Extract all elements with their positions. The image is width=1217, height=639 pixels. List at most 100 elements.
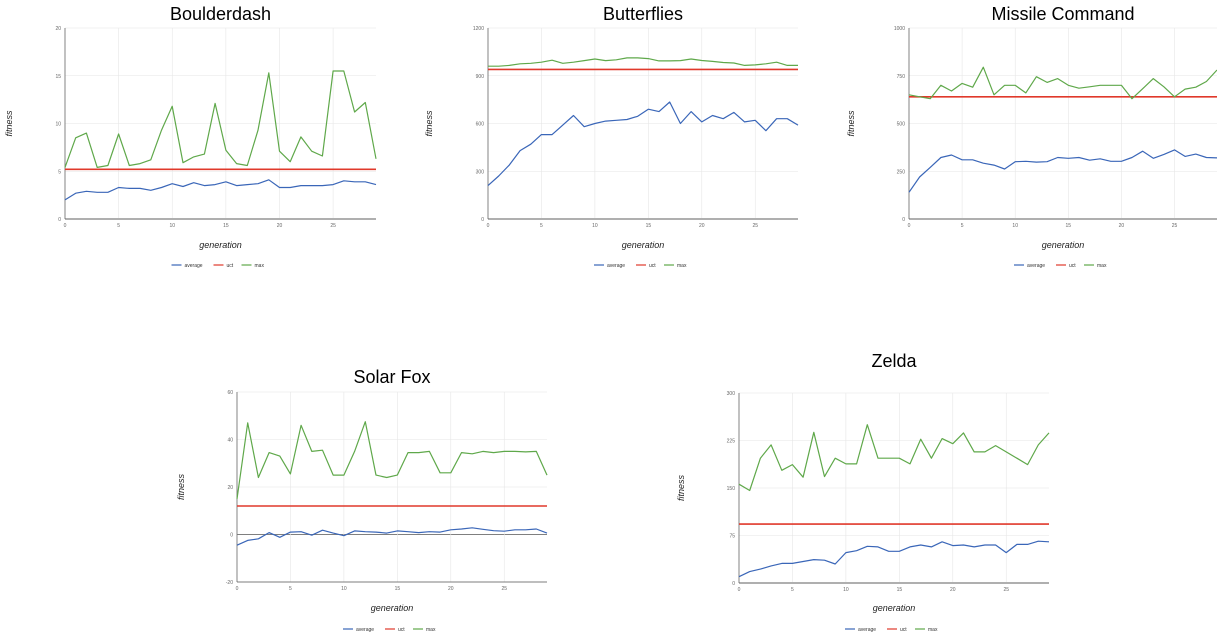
x-tick-label: 10 bbox=[169, 223, 175, 229]
series-line-average bbox=[64, 179, 377, 201]
line-chart-missile-command: Missile Command 0 250 500 750 1000 0 5 10 15 20 25 g… bbox=[846, 4, 1217, 269]
x-tick-label: 10 bbox=[592, 223, 598, 229]
x-tick-label: 25 bbox=[752, 223, 758, 229]
x-tick-label: 5 bbox=[289, 586, 292, 592]
y-tick-label: 250 bbox=[897, 169, 906, 175]
y-axis-label: fitness bbox=[846, 110, 856, 137]
chart-panel-zelda: Zelda 0 75 150 225 300 0 5 10 15 20 25 generation fit… bbox=[672, 345, 1072, 639]
x-tick-label: 20 bbox=[950, 587, 956, 593]
y-axis-label: fitness bbox=[176, 473, 186, 500]
y-tick-label: 600 bbox=[476, 122, 485, 128]
x-tick-label: 20 bbox=[277, 223, 283, 229]
y-tick-label: 500 bbox=[897, 122, 906, 128]
series-line-average bbox=[236, 527, 548, 546]
y-tick-label: 225 bbox=[727, 439, 736, 445]
x-tick-label: 25 bbox=[1003, 587, 1009, 593]
y-tick-label: 5 bbox=[58, 169, 61, 175]
chart-panel-solar-fox: Solar Fox -20 0 20 40 60 0 5 10 15 20 25 generation f… bbox=[172, 362, 572, 639]
x-axis-label: generation bbox=[199, 240, 242, 250]
legend: average uct max bbox=[594, 263, 687, 269]
x-tick-label: 5 bbox=[540, 223, 543, 229]
y-tick-label: 75 bbox=[729, 534, 735, 540]
x-tick-label: 10 bbox=[1012, 223, 1018, 229]
legend: average uct max bbox=[343, 627, 436, 633]
y-tick-label: 0 bbox=[481, 217, 484, 223]
y-tick-label: 15 bbox=[55, 74, 61, 80]
legend-label-max: max bbox=[928, 627, 938, 633]
line-chart-zelda: Zelda 0 75 150 225 300 0 5 10 15 20 25 generation fit… bbox=[676, 351, 1050, 633]
y-tick-label: 900 bbox=[476, 74, 485, 80]
x-tick-label: 25 bbox=[501, 586, 507, 592]
y-tick-label: 750 bbox=[897, 74, 906, 80]
x-tick-label: 15 bbox=[223, 223, 229, 229]
y-tick-label: 20 bbox=[227, 485, 233, 491]
y-axis-label: fitness bbox=[424, 110, 434, 137]
legend-label-uct: uct bbox=[398, 627, 405, 633]
legend: average uct max bbox=[845, 627, 938, 633]
chart-panel-boulderdash: Boulderdash 0 5 10 15 20 0 5 10 15 20 25 generation f… bbox=[0, 0, 400, 275]
legend: average uct max bbox=[171, 263, 264, 269]
x-tick-label: 0 bbox=[908, 223, 911, 229]
y-tick-label: 1200 bbox=[473, 26, 484, 32]
legend-label-uct: uct bbox=[227, 263, 234, 269]
legend-label-average: average bbox=[356, 627, 374, 633]
y-tick-label: 40 bbox=[227, 438, 233, 444]
x-tick-label: 15 bbox=[646, 223, 652, 229]
legend-label-average: average bbox=[607, 263, 625, 269]
y-tick-label: -20 bbox=[226, 580, 233, 586]
x-tick-label: 0 bbox=[487, 223, 490, 229]
line-chart-boulderdash: Boulderdash 0 5 10 15 20 0 5 10 15 20 25 generation f… bbox=[4, 4, 377, 269]
x-tick-label: 10 bbox=[341, 586, 347, 592]
x-tick-label: 0 bbox=[64, 223, 67, 229]
x-tick-label: 25 bbox=[1172, 223, 1178, 229]
y-axis-label: fitness bbox=[4, 110, 14, 137]
y-tick-label: 0 bbox=[732, 581, 735, 587]
chart-title: Butterflies bbox=[603, 4, 683, 24]
legend-label-average: average bbox=[858, 627, 876, 633]
chart-panel-missile-command: Missile Command 0 250 500 750 1000 0 5 10 15 20 25 g… bbox=[842, 0, 1217, 275]
x-tick-label: 25 bbox=[330, 223, 336, 229]
x-tick-label: 0 bbox=[236, 586, 239, 592]
chart-panel-butterflies: Butterflies 0 300 600 900 1200 0 5 10 15 20 25 gener… bbox=[420, 0, 820, 275]
series-line-max bbox=[236, 421, 548, 499]
x-tick-label: 20 bbox=[699, 223, 705, 229]
x-tick-label: 15 bbox=[395, 586, 401, 592]
y-tick-label: 0 bbox=[58, 217, 61, 223]
chart-title: Boulderdash bbox=[170, 4, 271, 24]
y-tick-label: 300 bbox=[476, 169, 485, 175]
legend-label-average: average bbox=[185, 263, 203, 269]
series-line-max bbox=[64, 70, 377, 168]
legend-label-average: average bbox=[1027, 263, 1045, 269]
x-axis-label: generation bbox=[622, 240, 665, 250]
x-tick-label: 15 bbox=[897, 587, 903, 593]
chart-title: Missile Command bbox=[991, 4, 1134, 24]
series-line-max bbox=[738, 424, 1050, 492]
x-tick-label: 15 bbox=[1066, 223, 1072, 229]
series-line-max bbox=[908, 66, 1217, 100]
series-line-max bbox=[488, 57, 798, 67]
legend-label-uct: uct bbox=[1069, 263, 1076, 269]
x-axis-label: generation bbox=[371, 603, 414, 613]
chart-title: Zelda bbox=[871, 351, 917, 371]
legend-label-max: max bbox=[677, 263, 687, 269]
y-tick-label: 150 bbox=[727, 486, 736, 492]
x-tick-label: 20 bbox=[448, 586, 454, 592]
x-axis-label: generation bbox=[1042, 240, 1085, 250]
legend-label-max: max bbox=[1097, 263, 1107, 269]
y-tick-label: 300 bbox=[727, 391, 736, 397]
legend: average uct max bbox=[1014, 263, 1107, 269]
x-tick-label: 10 bbox=[843, 587, 849, 593]
y-tick-label: 10 bbox=[55, 122, 61, 128]
series-line-average bbox=[487, 101, 799, 187]
y-tick-label: 0 bbox=[902, 217, 905, 223]
x-tick-label: 20 bbox=[1119, 223, 1125, 229]
x-tick-label: 5 bbox=[961, 223, 964, 229]
y-tick-label: 60 bbox=[227, 390, 233, 396]
series-line-average bbox=[738, 540, 1050, 578]
y-axis-label: fitness bbox=[676, 474, 686, 501]
x-tick-label: 5 bbox=[791, 587, 794, 593]
y-tick-label: 20 bbox=[55, 26, 61, 32]
y-tick-label: 1000 bbox=[894, 26, 905, 32]
chart-title: Solar Fox bbox=[353, 367, 430, 387]
